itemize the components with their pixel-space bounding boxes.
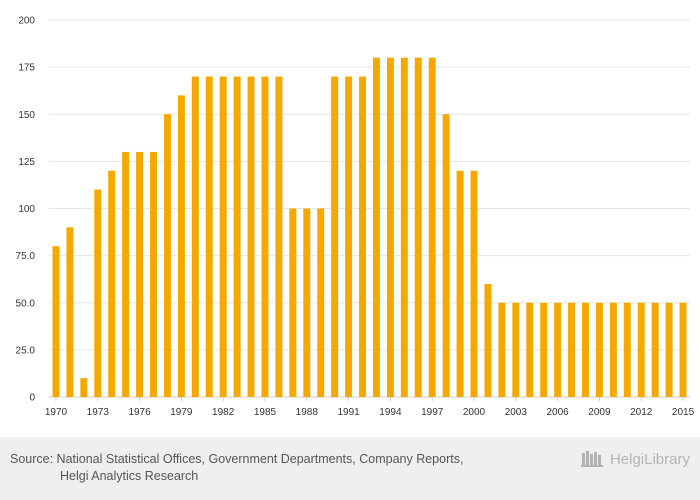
bar-1976[interactable] bbox=[136, 151, 144, 397]
y-tick-label: 200 bbox=[18, 16, 35, 27]
bar-1988[interactable] bbox=[303, 208, 311, 398]
bar-2007[interactable] bbox=[568, 302, 576, 397]
bar-1972[interactable] bbox=[80, 378, 88, 397]
bar-1985[interactable] bbox=[261, 76, 269, 398]
bar-1995[interactable] bbox=[400, 57, 408, 397]
bar-1974[interactable] bbox=[108, 170, 116, 397]
bar-1977[interactable] bbox=[150, 151, 157, 397]
bar-2010[interactable] bbox=[609, 302, 617, 397]
x-tick-label: 1982 bbox=[212, 407, 235, 418]
source-line-2: Helgi Analytics Research bbox=[60, 469, 199, 483]
bar-1987[interactable] bbox=[289, 208, 297, 398]
bar-2013[interactable] bbox=[651, 302, 659, 397]
y-tick-label: 50.0 bbox=[16, 298, 36, 309]
x-tick-label: 2003 bbox=[505, 407, 528, 418]
bar-1998[interactable] bbox=[442, 114, 450, 397]
y-tick-label: 125 bbox=[18, 157, 35, 168]
x-tick-label: 2015 bbox=[672, 407, 695, 418]
x-tick-label: 1976 bbox=[128, 407, 151, 418]
bar-2005[interactable] bbox=[540, 302, 548, 397]
bar-2000[interactable] bbox=[470, 170, 478, 397]
bar-1991[interactable] bbox=[345, 76, 353, 398]
x-tick-label: 1997 bbox=[421, 407, 444, 418]
source-note: Source: National Statistical Offices, Go… bbox=[10, 451, 463, 485]
y-tick-label: 25.0 bbox=[16, 345, 36, 356]
bar-1990[interactable] bbox=[331, 76, 339, 398]
y-tick-label: 75.0 bbox=[16, 251, 36, 262]
bar-2003[interactable] bbox=[512, 302, 520, 397]
y-tick-label: 175 bbox=[18, 63, 35, 74]
source-line-1: Source: National Statistical Offices, Go… bbox=[10, 452, 464, 466]
y-tick-label: 100 bbox=[18, 204, 35, 215]
library-icon bbox=[580, 451, 603, 467]
bar-1973[interactable] bbox=[94, 189, 102, 397]
x-tick-label: 2009 bbox=[588, 407, 611, 418]
bar-1996[interactable] bbox=[414, 57, 422, 397]
brand-logo[interactable]: HelgiLibrary bbox=[580, 449, 690, 469]
grid-lines bbox=[49, 19, 690, 398]
x-tick-label: 2006 bbox=[546, 407, 569, 418]
bar-1997[interactable] bbox=[428, 57, 436, 397]
bar-1983[interactable] bbox=[233, 76, 241, 398]
bar-1970[interactable] bbox=[52, 246, 60, 397]
bar-2014[interactable] bbox=[665, 302, 673, 397]
bar-1979[interactable] bbox=[177, 95, 185, 398]
x-tick-label: 2000 bbox=[463, 407, 486, 418]
bar-2002[interactable] bbox=[498, 302, 506, 397]
x-tick-label: 1991 bbox=[337, 407, 360, 418]
y-axis-ticks: 0 25.0 50.0 75.0 100 125 150 175 200 bbox=[16, 16, 36, 404]
bar-1978[interactable] bbox=[163, 114, 171, 397]
y-tick-label: 0 bbox=[29, 393, 35, 404]
x-axis-ticks: 1970 1973 1976 1979 1982 1985 1988 1991 1994 1997… bbox=[45, 397, 695, 418]
footer: Source: National Statistical Offices, Go… bbox=[0, 437, 700, 500]
bar-1981[interactable] bbox=[205, 76, 213, 398]
bar-1993[interactable] bbox=[372, 57, 380, 397]
bar-1984[interactable] bbox=[247, 76, 255, 398]
bar-2004[interactable] bbox=[526, 302, 534, 397]
bar-2011[interactable] bbox=[623, 302, 631, 397]
bars bbox=[52, 57, 687, 398]
bar-2008[interactable] bbox=[582, 302, 589, 397]
x-tick-label: 1988 bbox=[296, 407, 319, 418]
bar-1971[interactable] bbox=[66, 227, 74, 397]
bar-2001[interactable] bbox=[484, 283, 492, 397]
bar-2012[interactable] bbox=[637, 302, 645, 397]
x-tick-label: 2012 bbox=[630, 407, 653, 418]
x-tick-label: 1994 bbox=[379, 407, 402, 418]
bar-1989[interactable] bbox=[317, 208, 325, 398]
bar-1994[interactable] bbox=[386, 57, 394, 397]
x-tick-label: 1970 bbox=[45, 407, 68, 418]
brand-name: HelgiLibrary bbox=[609, 450, 690, 468]
bar-2009[interactable] bbox=[595, 302, 603, 397]
bar-1975[interactable] bbox=[122, 151, 130, 397]
bar-1980[interactable] bbox=[191, 76, 199, 398]
x-tick-label: 1979 bbox=[170, 407, 193, 418]
bar-1999[interactable] bbox=[456, 170, 464, 397]
bar-1982[interactable] bbox=[219, 76, 227, 398]
bar-1992[interactable] bbox=[359, 76, 367, 398]
bar-1986[interactable] bbox=[275, 76, 283, 398]
y-tick-label: 150 bbox=[18, 110, 35, 121]
x-tick-label: 1985 bbox=[254, 407, 277, 418]
x-tick-label: 1973 bbox=[87, 407, 110, 418]
bar-2015[interactable] bbox=[679, 302, 687, 397]
bar-2006[interactable] bbox=[554, 302, 562, 397]
